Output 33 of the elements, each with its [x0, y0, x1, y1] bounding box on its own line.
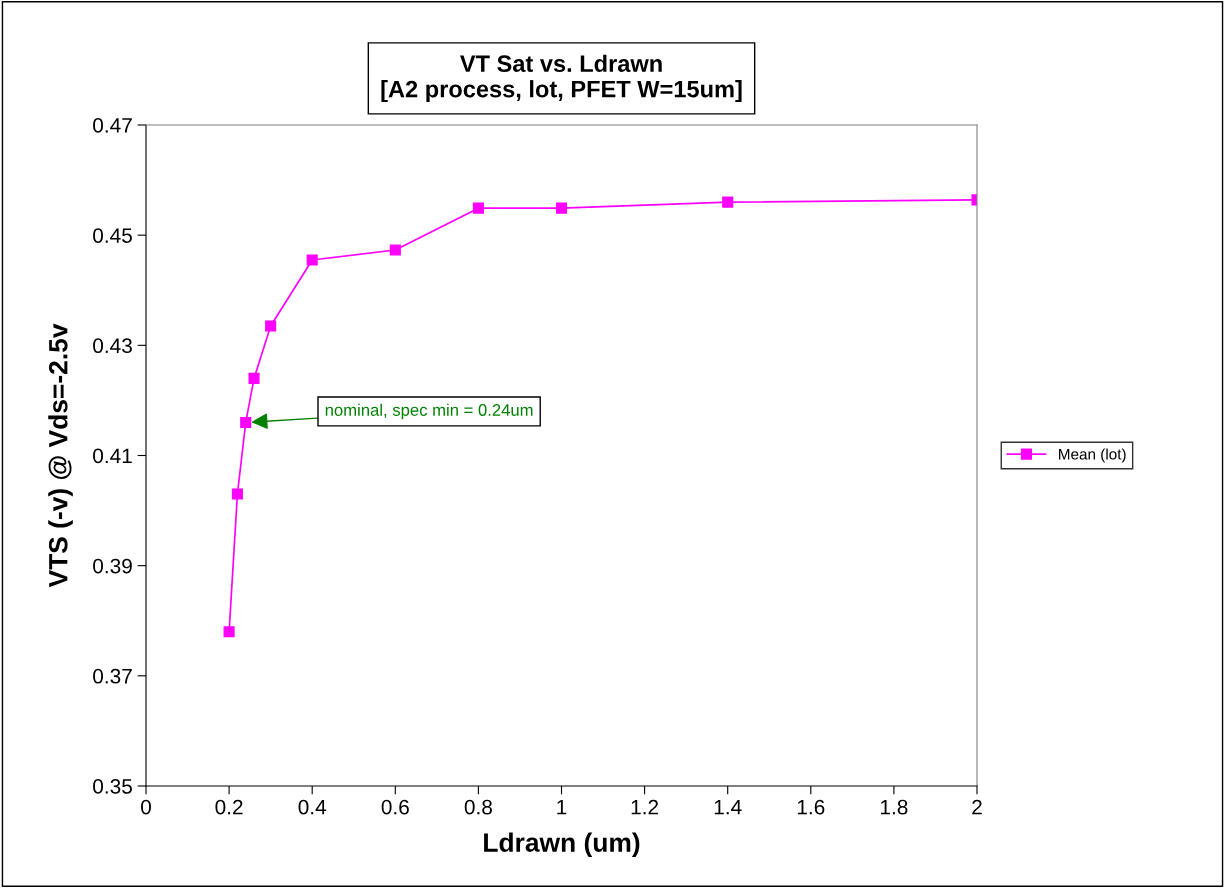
x-tick-label: 1.4: [714, 799, 742, 815]
x-tick-label: 0.6: [381, 799, 409, 815]
annotation: nominal, spec min = 0.24um: [325, 403, 533, 420]
point: [248, 372, 260, 384]
x-tick-label: 2: [972, 799, 982, 815]
y-tick-label: 0.37: [93, 668, 132, 684]
point: [306, 254, 318, 266]
point: [231, 488, 243, 500]
y-tick-label: 0.35: [93, 779, 132, 794]
x-tick-label: 1.2: [631, 799, 659, 815]
chart-title: VT Sat vs. Ldrawn [A2 process, lot, PFET W=15um]: [381, 54, 742, 103]
y-axis-title: VTS (-v) @ Vds=-2.5v: [48, 323, 73, 588]
x-axis-title: Ldrawn (um): [484, 832, 640, 858]
y-tick-label: 0.45: [93, 228, 132, 243]
y-tick-label: 0.43: [93, 338, 132, 354]
y-tick-label: 0.47: [93, 118, 132, 133]
point: [389, 244, 401, 256]
y-tick-label: 0.41: [93, 448, 132, 464]
x-tick-label: 0: [141, 799, 151, 815]
point: [722, 196, 734, 208]
x-tick-label: 1: [557, 799, 567, 815]
legend-label: Mean (lot): [1059, 448, 1126, 463]
x-tick-label: 1.6: [797, 799, 825, 815]
y-tick-label: 0.39: [93, 558, 132, 574]
point: [223, 626, 235, 638]
point: [472, 202, 484, 214]
point: [265, 320, 277, 332]
x-tick-label: 0.8: [464, 799, 492, 815]
point: [555, 202, 568, 214]
x-tick-label: 0.2: [215, 799, 243, 815]
x-tick-label: 0.4: [298, 799, 327, 815]
point: [240, 416, 252, 429]
x-tick-label: 1.8: [881, 799, 908, 815]
